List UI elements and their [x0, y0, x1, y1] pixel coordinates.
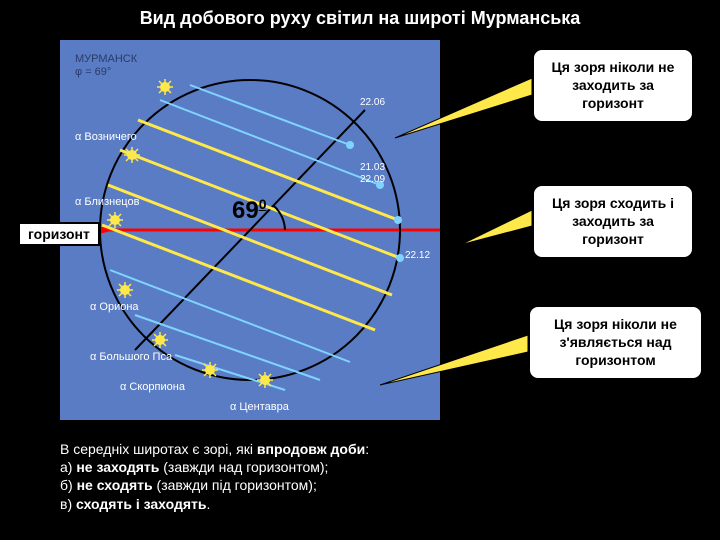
page-title: Вид добового руху світил на широті Мурма…	[0, 8, 720, 29]
path-never-3	[175, 355, 285, 390]
svg-text:22.06: 22.06	[360, 97, 385, 108]
path-circumpolar-1	[190, 85, 350, 145]
svg-text:α Возничего: α Возничего	[75, 131, 137, 143]
svg-text:22.12: 22.12	[405, 250, 430, 261]
svg-text:22.09: 22.09	[360, 174, 385, 185]
svg-text:α Близнецов: α Близнецов	[75, 196, 140, 208]
callout-never-rise: Ця зоря ніколи не з'являється над горизо…	[528, 305, 703, 380]
svg-text:α Центавра: α Центавра	[230, 401, 290, 413]
svg-text:φ = 69°: φ = 69°	[75, 66, 111, 78]
path-rising-1	[138, 120, 398, 220]
diagram-labels: МУРМАНСК φ = 69° α Возничего α Близнецов…	[75, 53, 430, 413]
svg-text:α Большого Пса: α Большого Пса	[90, 351, 173, 363]
angle-label: 690	[232, 196, 267, 225]
callout-circumpolar: Ця зоря ніколи не заходить за горизонт	[532, 48, 694, 123]
celestial-diagram: МУРМАНСК φ = 69° α Возничего α Близнецов…	[60, 40, 440, 420]
svg-text:МУРМАНСК: МУРМАНСК	[75, 53, 138, 65]
svg-text:21.03: 21.03	[360, 162, 385, 173]
callout-rising: Ця зоря сходить і заходить за горизонт	[532, 184, 694, 259]
bottom-description: В середніх широтах є зорі, які впродовж …	[60, 440, 369, 513]
path-never-2	[135, 315, 320, 380]
svg-text:α Ориона: α Ориона	[90, 301, 139, 313]
svg-text:α Скорпиона: α Скорпиона	[120, 381, 186, 393]
horizon-label: горизонт	[18, 222, 100, 246]
diagram-svg: МУРМАНСК φ = 69° α Возничего α Близнецов…	[60, 40, 440, 420]
